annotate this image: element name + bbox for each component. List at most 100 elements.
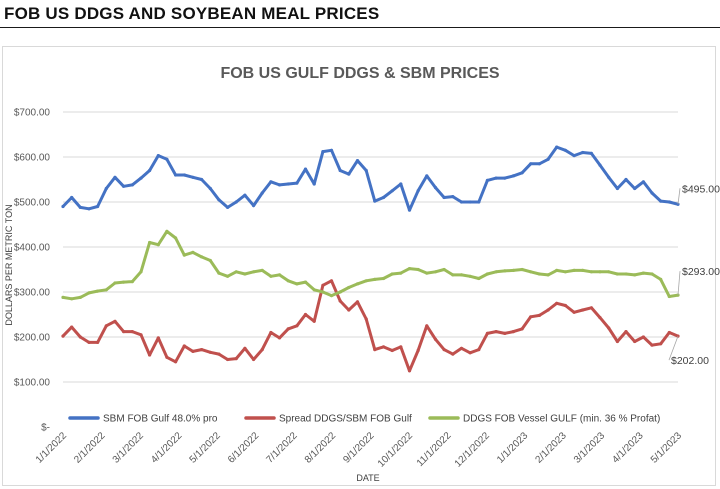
x-tick-label: 2/1/2022	[72, 430, 108, 466]
data-point	[70, 297, 74, 301]
data-point	[130, 330, 134, 334]
data-point	[390, 189, 394, 193]
data-point	[468, 200, 472, 204]
data-point	[321, 150, 325, 154]
data-point	[78, 295, 82, 299]
data-point	[96, 340, 100, 344]
end-label: $202.00	[671, 355, 709, 367]
x-tick-label: 1/1/2022	[34, 430, 70, 466]
y-tick-label: $200.00	[14, 333, 51, 344]
data-point	[451, 195, 455, 199]
y-tick-label: $700.00	[14, 108, 51, 119]
data-point	[130, 183, 134, 187]
data-point	[234, 357, 238, 361]
data-point	[633, 339, 637, 344]
data-point	[165, 157, 169, 161]
data-point	[624, 330, 628, 334]
data-point	[399, 345, 403, 349]
y-tick-label: $300.00	[14, 288, 51, 299]
data-point	[269, 330, 273, 335]
data-point	[572, 154, 576, 158]
data-point	[381, 195, 386, 200]
data-point	[546, 308, 550, 312]
series-line-2	[61, 229, 680, 301]
data-point	[174, 236, 178, 240]
data-point	[70, 195, 74, 200]
data-point	[667, 200, 671, 204]
x-tick-label: 2/1/2023	[533, 430, 569, 466]
data-point	[122, 280, 126, 284]
data-point	[355, 282, 360, 286]
data-point	[503, 176, 507, 180]
data-point	[563, 270, 568, 274]
data-point	[200, 255, 204, 259]
data-point	[416, 267, 420, 272]
data-point	[581, 308, 585, 312]
end-label: $495.00	[682, 183, 720, 195]
x-tick-label: 10/1/2022	[376, 430, 416, 470]
x-axis-label: DATE	[356, 473, 379, 483]
data-point	[364, 317, 368, 321]
data-point	[243, 272, 247, 276]
data-point	[641, 271, 646, 275]
data-point	[182, 344, 186, 348]
grid-lines	[63, 111, 678, 383]
x-tick-label: 9/1/2022	[341, 430, 377, 466]
data-point	[641, 180, 646, 184]
y-tick-label: $600.00	[14, 153, 51, 164]
data-point	[104, 186, 108, 191]
data-point	[520, 267, 524, 272]
data-point	[537, 162, 542, 166]
x-tick-label: 1/1/2023	[495, 430, 531, 466]
data-point	[433, 337, 438, 341]
data-point	[234, 270, 238, 274]
data-point	[598, 316, 602, 320]
data-point	[78, 335, 82, 339]
data-point	[303, 312, 308, 317]
data-point	[338, 299, 342, 303]
data-point	[529, 162, 533, 166]
data-point	[381, 276, 386, 281]
y-tick-label: $400.00	[14, 243, 51, 254]
data-point	[260, 191, 264, 195]
data-point	[459, 273, 464, 277]
data-point	[329, 279, 334, 283]
data-point	[468, 351, 472, 355]
x-tick-label: 7/1/2022	[264, 430, 300, 466]
data-point	[416, 189, 420, 193]
data-point	[442, 348, 446, 352]
data-point	[615, 186, 620, 191]
x-tick-label: 3/1/2022	[111, 430, 147, 466]
data-point	[226, 357, 230, 362]
data-point	[373, 199, 377, 203]
data-point	[286, 327, 290, 331]
y-tick-label: $100.00	[14, 378, 51, 389]
title-rule	[0, 27, 720, 28]
y-tick-label: $-	[41, 423, 50, 434]
data-point	[139, 270, 143, 274]
data-point	[633, 273, 637, 277]
data-point	[511, 268, 515, 272]
data-point	[607, 326, 611, 330]
data-point	[96, 204, 100, 209]
data-point	[226, 274, 230, 278]
data-point	[347, 172, 351, 176]
x-tick-label: 3/1/2023	[572, 430, 608, 466]
data-point	[191, 175, 195, 179]
data-point	[252, 204, 256, 208]
data-point	[511, 174, 515, 178]
data-point	[303, 167, 308, 171]
data-point	[139, 333, 143, 337]
data-point	[459, 200, 464, 204]
data-point	[156, 243, 160, 247]
data-point	[338, 290, 342, 294]
data-point	[61, 295, 65, 299]
data-point	[477, 276, 481, 281]
data-point	[477, 348, 481, 352]
data-point	[624, 177, 628, 182]
data-point	[442, 267, 446, 272]
data-point	[321, 283, 325, 287]
data-point	[295, 324, 299, 328]
x-tick-label: 5/1/2023	[649, 430, 685, 466]
data-point	[156, 154, 160, 158]
